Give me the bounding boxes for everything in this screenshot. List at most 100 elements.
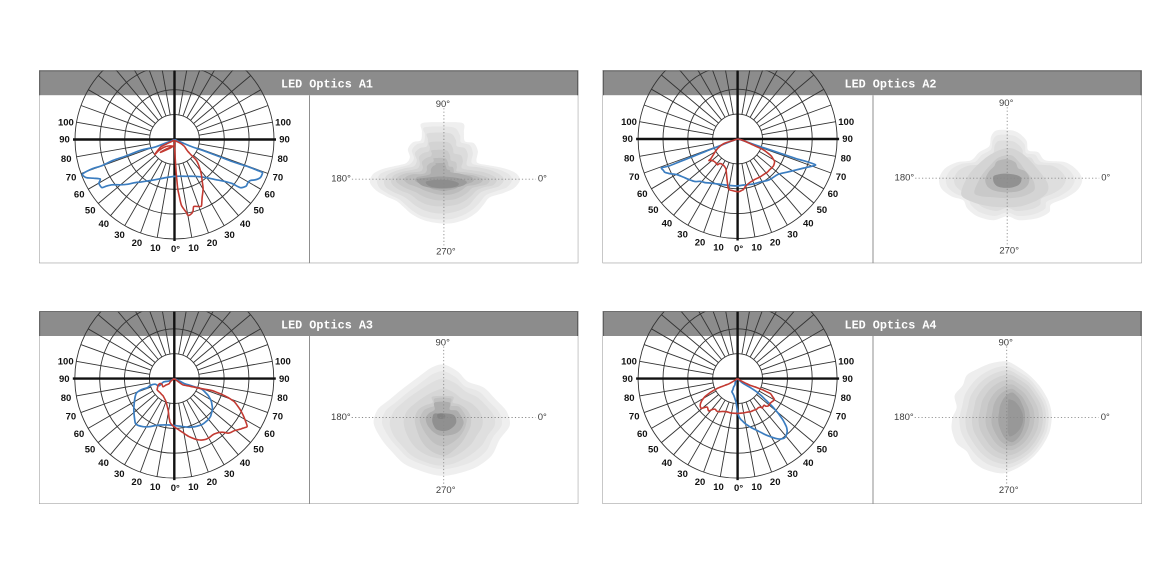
svg-text:60: 60 <box>74 190 85 201</box>
svg-text:30: 30 <box>787 230 798 241</box>
svg-text:60: 60 <box>74 429 85 440</box>
svg-text:100: 100 <box>838 357 854 368</box>
svg-text:60: 60 <box>828 189 839 200</box>
svg-text:LED Optics A2: LED Optics A2 <box>844 78 936 92</box>
svg-text:50: 50 <box>85 445 96 456</box>
svg-text:90: 90 <box>59 135 70 146</box>
svg-text:20: 20 <box>770 477 781 488</box>
svg-text:40: 40 <box>803 219 814 230</box>
svg-text:80: 80 <box>61 393 72 404</box>
svg-text:90: 90 <box>279 135 290 146</box>
svg-text:80: 80 <box>61 154 72 165</box>
svg-text:100: 100 <box>58 357 74 368</box>
svg-text:30: 30 <box>677 230 688 241</box>
svg-text:LED Optics A4: LED Optics A4 <box>844 319 936 333</box>
svg-text:0°: 0° <box>734 483 743 494</box>
svg-text:90°: 90° <box>436 99 451 110</box>
svg-text:10: 10 <box>150 482 161 493</box>
svg-text:10: 10 <box>713 243 724 254</box>
svg-text:10: 10 <box>751 482 762 493</box>
svg-text:40: 40 <box>662 458 673 469</box>
svg-text:30: 30 <box>114 230 125 241</box>
svg-text:30: 30 <box>224 230 235 241</box>
svg-text:0°: 0° <box>171 483 180 494</box>
svg-text:50: 50 <box>648 205 659 216</box>
svg-text:80: 80 <box>278 154 289 165</box>
svg-text:20: 20 <box>695 477 706 488</box>
svg-text:LED Optics A1: LED Optics A1 <box>281 78 373 92</box>
svg-text:70: 70 <box>66 172 77 183</box>
svg-text:100: 100 <box>58 118 74 129</box>
svg-text:50: 50 <box>817 445 828 456</box>
svg-text:40: 40 <box>240 219 251 230</box>
svg-text:40: 40 <box>803 458 814 469</box>
svg-text:0°: 0° <box>538 412 547 423</box>
svg-text:20: 20 <box>207 238 218 249</box>
svg-text:70: 70 <box>836 411 847 422</box>
svg-text:90: 90 <box>279 374 290 385</box>
svg-text:270°: 270° <box>436 247 456 258</box>
svg-text:0°: 0° <box>171 244 180 255</box>
svg-text:90: 90 <box>59 374 70 385</box>
svg-text:10: 10 <box>150 243 161 254</box>
svg-text:100: 100 <box>275 118 291 129</box>
svg-text:0°: 0° <box>1101 173 1110 184</box>
svg-text:50: 50 <box>648 445 659 456</box>
svg-text:70: 70 <box>273 172 284 183</box>
svg-text:40: 40 <box>99 219 110 230</box>
svg-text:70: 70 <box>629 172 640 183</box>
svg-text:80: 80 <box>624 393 635 404</box>
svg-text:60: 60 <box>637 189 648 200</box>
svg-text:100: 100 <box>621 357 637 368</box>
svg-text:40: 40 <box>98 458 109 469</box>
svg-text:20: 20 <box>131 477 142 488</box>
svg-text:180°: 180° <box>895 173 915 184</box>
svg-text:70: 70 <box>272 411 283 422</box>
svg-text:100: 100 <box>838 117 854 128</box>
svg-text:LED Optics A3: LED Optics A3 <box>281 319 373 333</box>
svg-text:90: 90 <box>842 134 853 145</box>
svg-text:80: 80 <box>841 393 852 404</box>
svg-text:20: 20 <box>207 477 218 488</box>
svg-text:10: 10 <box>713 482 724 493</box>
svg-text:90°: 90° <box>999 337 1014 348</box>
svg-text:180°: 180° <box>331 412 351 423</box>
svg-text:0°: 0° <box>1101 412 1110 423</box>
svg-text:50: 50 <box>253 445 264 456</box>
svg-text:270°: 270° <box>999 485 1019 496</box>
svg-text:50: 50 <box>817 205 828 216</box>
svg-text:50: 50 <box>85 205 96 216</box>
svg-text:270°: 270° <box>436 485 456 496</box>
svg-text:80: 80 <box>277 393 288 404</box>
svg-text:90: 90 <box>622 134 633 145</box>
svg-text:0°: 0° <box>734 244 743 255</box>
svg-text:270°: 270° <box>999 246 1019 257</box>
svg-text:20: 20 <box>770 238 781 249</box>
svg-text:60: 60 <box>265 190 276 201</box>
svg-text:70: 70 <box>836 172 847 183</box>
svg-text:60: 60 <box>264 429 275 440</box>
svg-text:30: 30 <box>677 469 688 480</box>
svg-text:180°: 180° <box>894 412 914 423</box>
svg-text:60: 60 <box>637 429 648 440</box>
svg-text:90: 90 <box>622 374 633 385</box>
svg-text:10: 10 <box>751 243 762 254</box>
svg-text:90°: 90° <box>436 338 451 349</box>
svg-text:70: 70 <box>66 411 77 422</box>
svg-text:80: 80 <box>841 153 852 164</box>
svg-text:60: 60 <box>828 429 839 440</box>
svg-text:20: 20 <box>695 238 706 249</box>
svg-text:80: 80 <box>624 153 635 164</box>
svg-text:40: 40 <box>662 219 673 230</box>
svg-text:50: 50 <box>254 205 265 216</box>
svg-text:100: 100 <box>621 117 637 128</box>
svg-text:30: 30 <box>114 469 125 480</box>
svg-text:70: 70 <box>629 411 640 422</box>
svg-text:10: 10 <box>188 482 199 493</box>
svg-text:90°: 90° <box>999 98 1014 109</box>
svg-text:180°: 180° <box>331 174 351 185</box>
svg-text:100: 100 <box>275 357 291 368</box>
svg-text:30: 30 <box>787 469 798 480</box>
svg-text:0°: 0° <box>538 174 547 185</box>
svg-text:40: 40 <box>240 458 251 469</box>
